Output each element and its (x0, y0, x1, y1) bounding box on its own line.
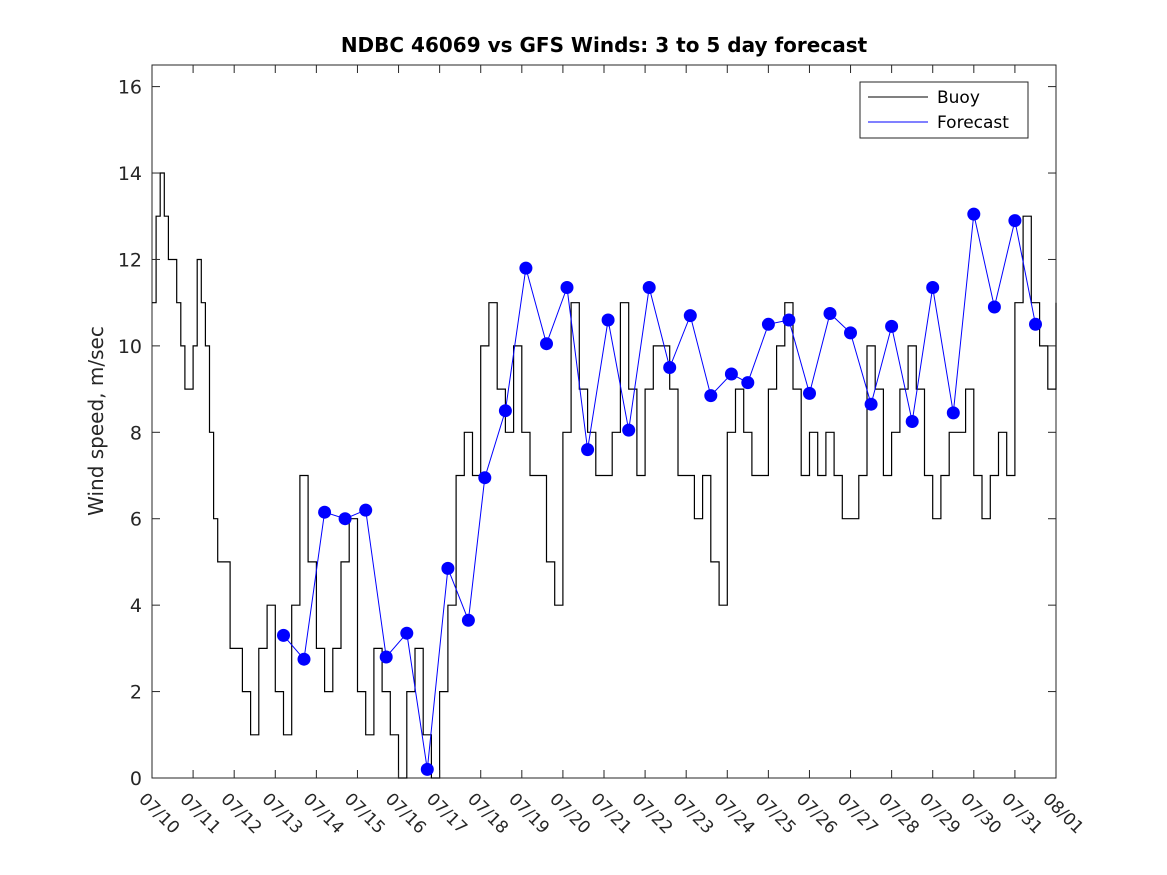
legend-forecast-label: Forecast (937, 113, 1009, 133)
forecast-point (967, 207, 981, 221)
y-tick-label: 16 (118, 77, 142, 99)
forecast-point (338, 512, 352, 526)
forecast-point (601, 313, 615, 327)
forecast-point (581, 443, 595, 457)
forecast-point (379, 650, 393, 664)
forecast-point (1029, 317, 1042, 331)
forecast-point (461, 613, 475, 627)
forecast-point (277, 628, 290, 642)
forecast-line (283, 213, 1036, 770)
forecast-point (297, 652, 311, 666)
forecast-point (560, 281, 574, 294)
y-tick-label: 14 (118, 163, 142, 185)
forecast-point (844, 326, 857, 340)
plot-frame (151, 64, 1057, 779)
forecast-point (420, 762, 434, 776)
forecast-point (885, 319, 899, 333)
forecast-point (1008, 214, 1022, 228)
forecast-point (540, 337, 553, 351)
forecast-point (642, 281, 656, 294)
y-tick-label: 6 (130, 509, 142, 531)
forecast-point (683, 309, 697, 323)
legend-box (859, 81, 1029, 139)
y-tick-label: 8 (130, 422, 142, 444)
forecast-point (782, 313, 796, 327)
forecast-point (724, 367, 738, 381)
forecast-point (741, 376, 755, 390)
forecast-point (663, 361, 677, 374)
y-axis-label: Wind speed, m/sec (84, 326, 108, 516)
forecast-point (761, 317, 775, 331)
y-tick-label: 10 (118, 336, 142, 358)
forecast-series (277, 207, 1042, 776)
forecast-point (803, 386, 816, 400)
forecast-point (704, 389, 718, 403)
y-tick-label: 4 (130, 595, 142, 617)
chart-title: NDBC 46069 vs GFS Winds: 3 to 5 day fore… (341, 33, 868, 57)
y-axis-ticks: 0 2 4 6 8 10 12 14 16 (118, 77, 1056, 790)
forecast-point (987, 300, 1001, 314)
buoy-series (152, 172, 1057, 779)
legend: Buoy Forecast (859, 81, 1029, 139)
forecast-point (318, 505, 332, 519)
legend-buoy-label: Buoy (937, 88, 980, 108)
y-tick-label: 2 (130, 682, 142, 704)
forecast-point (498, 404, 512, 418)
forecast-point (519, 261, 533, 275)
forecast-point (864, 397, 878, 411)
y-tick-label: 0 (130, 768, 142, 790)
forecast-point (441, 561, 455, 575)
forecast-point (926, 281, 940, 294)
forecast-point (359, 503, 373, 517)
y-tick-label: 12 (118, 249, 142, 271)
forecast-point (400, 626, 414, 640)
forecast-point (622, 423, 636, 437)
buoy-line (152, 172, 1057, 779)
forecast-point (478, 471, 492, 485)
forecast-point (946, 406, 960, 420)
forecast-point (823, 307, 837, 320)
forecast-point (905, 415, 919, 428)
